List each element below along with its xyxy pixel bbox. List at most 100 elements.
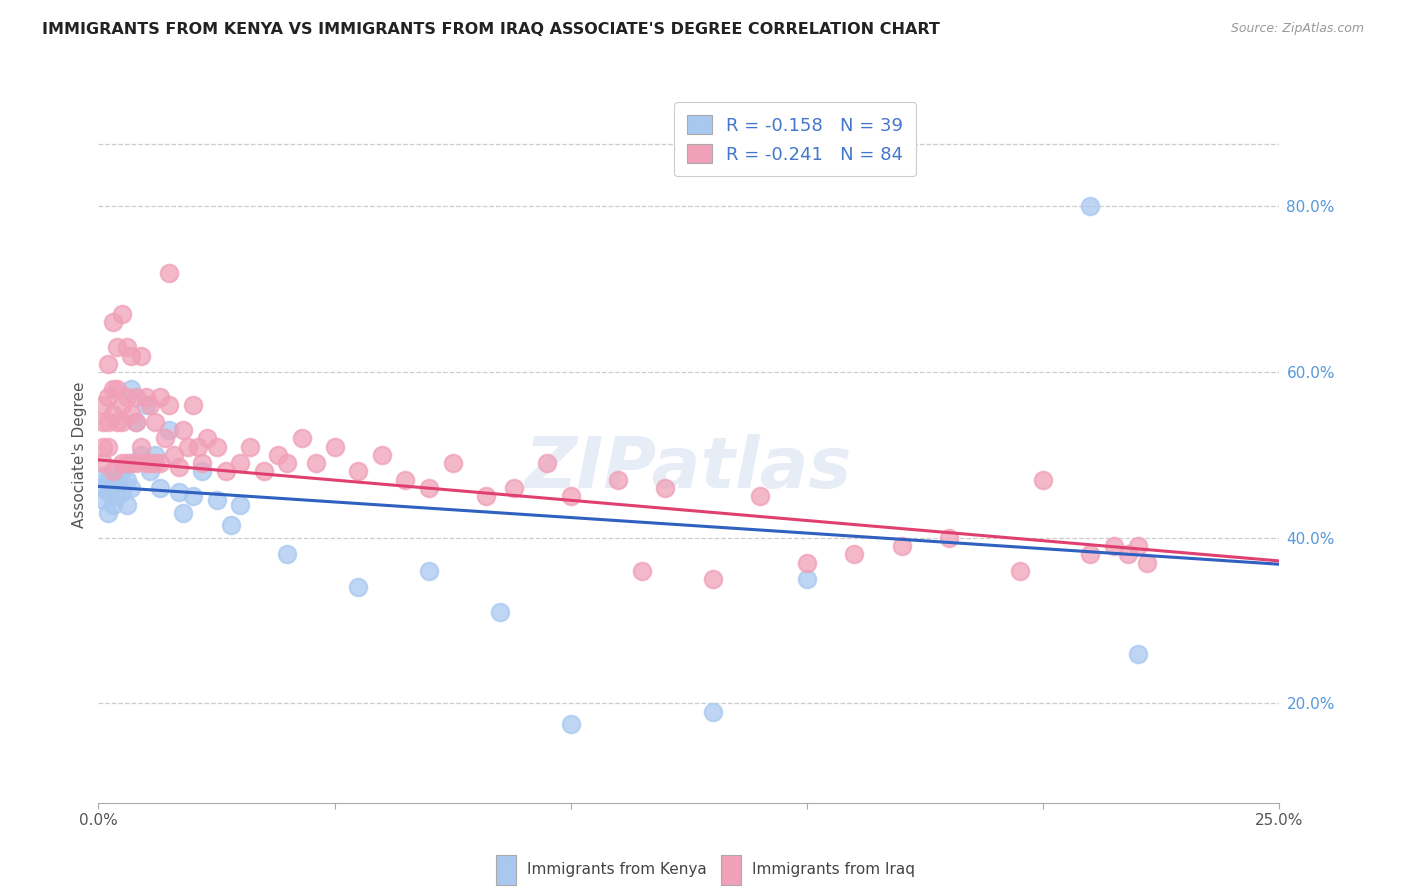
Point [253,465,276,479]
Point [111,485,134,500]
Point [115,498,138,512]
Point [347,465,370,479]
Point [191,465,214,479]
Point [129,440,152,454]
Point [157,266,180,280]
Point [938,531,960,545]
Point [125,415,148,429]
Point [101,407,124,421]
Point [111,415,134,429]
Point [560,717,582,731]
Point [143,448,166,462]
Point [489,605,512,619]
Legend: R = -0.158   N = 39, R = -0.241   N = 84: R = -0.158 N = 39, R = -0.241 N = 84 [673,103,917,177]
Point [91,456,114,470]
Point [111,465,134,479]
Point [125,415,148,429]
Point [91,493,114,508]
Point [290,431,312,445]
Point [129,349,152,363]
Point [347,581,370,595]
Point [229,456,252,470]
Point [630,564,652,578]
Point [181,489,204,503]
Point [796,572,818,586]
Point [191,456,214,470]
Point [1080,547,1102,561]
Point [143,415,166,429]
Point [229,498,252,512]
Point [560,489,582,503]
Point [121,481,143,495]
Point [418,481,440,495]
Point [101,476,124,491]
Point [97,390,120,404]
Point [111,307,134,321]
Point [135,398,157,412]
Point [890,539,912,553]
Point [276,456,298,470]
Point [167,485,190,500]
Text: Source: ZipAtlas.com: Source: ZipAtlas.com [1230,22,1364,36]
Point [121,407,143,421]
Point [172,423,194,437]
Point [167,460,190,475]
Point [143,456,166,470]
Point [111,398,134,412]
Point [371,448,394,462]
Point [139,456,162,470]
Point [101,465,124,479]
Point [1136,556,1159,570]
Point [394,473,416,487]
Point [97,440,120,454]
Point [205,493,228,508]
Point [97,485,120,500]
Point [149,390,172,404]
Point [475,489,498,503]
Point [1126,647,1149,661]
Point [305,456,328,470]
Point [276,547,298,561]
Point [172,506,194,520]
Point [702,572,724,586]
Point [1102,539,1125,553]
Point [105,415,128,429]
Point [115,340,138,354]
Point [1116,547,1139,561]
Point [91,415,114,429]
Point [607,473,630,487]
Point [215,465,238,479]
Text: Immigrants from Iraq: Immigrants from Iraq [752,863,915,877]
Point [1080,199,1102,213]
Point [844,547,866,561]
Point [97,506,120,520]
Point [91,440,114,454]
Point [105,468,128,483]
Point [441,456,464,470]
Point [748,489,770,503]
Point [153,431,176,445]
Point [105,340,128,354]
Point [149,456,172,470]
Text: IMMIGRANTS FROM KENYA VS IMMIGRANTS FROM IRAQ ASSOCIATE'S DEGREE CORRELATION CHA: IMMIGRANTS FROM KENYA VS IMMIGRANTS FROM… [42,22,941,37]
Point [121,349,143,363]
Text: Immigrants from Kenya: Immigrants from Kenya [527,863,707,877]
Point [536,456,558,470]
Point [101,498,124,512]
Point [181,398,204,412]
Text: ZIPatlas: ZIPatlas [526,434,852,503]
Point [91,468,114,483]
Point [796,556,818,570]
Point [111,456,134,470]
Point [267,448,290,462]
Point [97,473,120,487]
Point [1126,539,1149,553]
Y-axis label: Associate's Degree: Associate's Degree [72,382,87,528]
Point [105,489,128,503]
Point [105,382,128,396]
Point [177,440,200,454]
Point [195,431,218,445]
Point [115,456,138,470]
Point [121,382,143,396]
Point [139,465,162,479]
